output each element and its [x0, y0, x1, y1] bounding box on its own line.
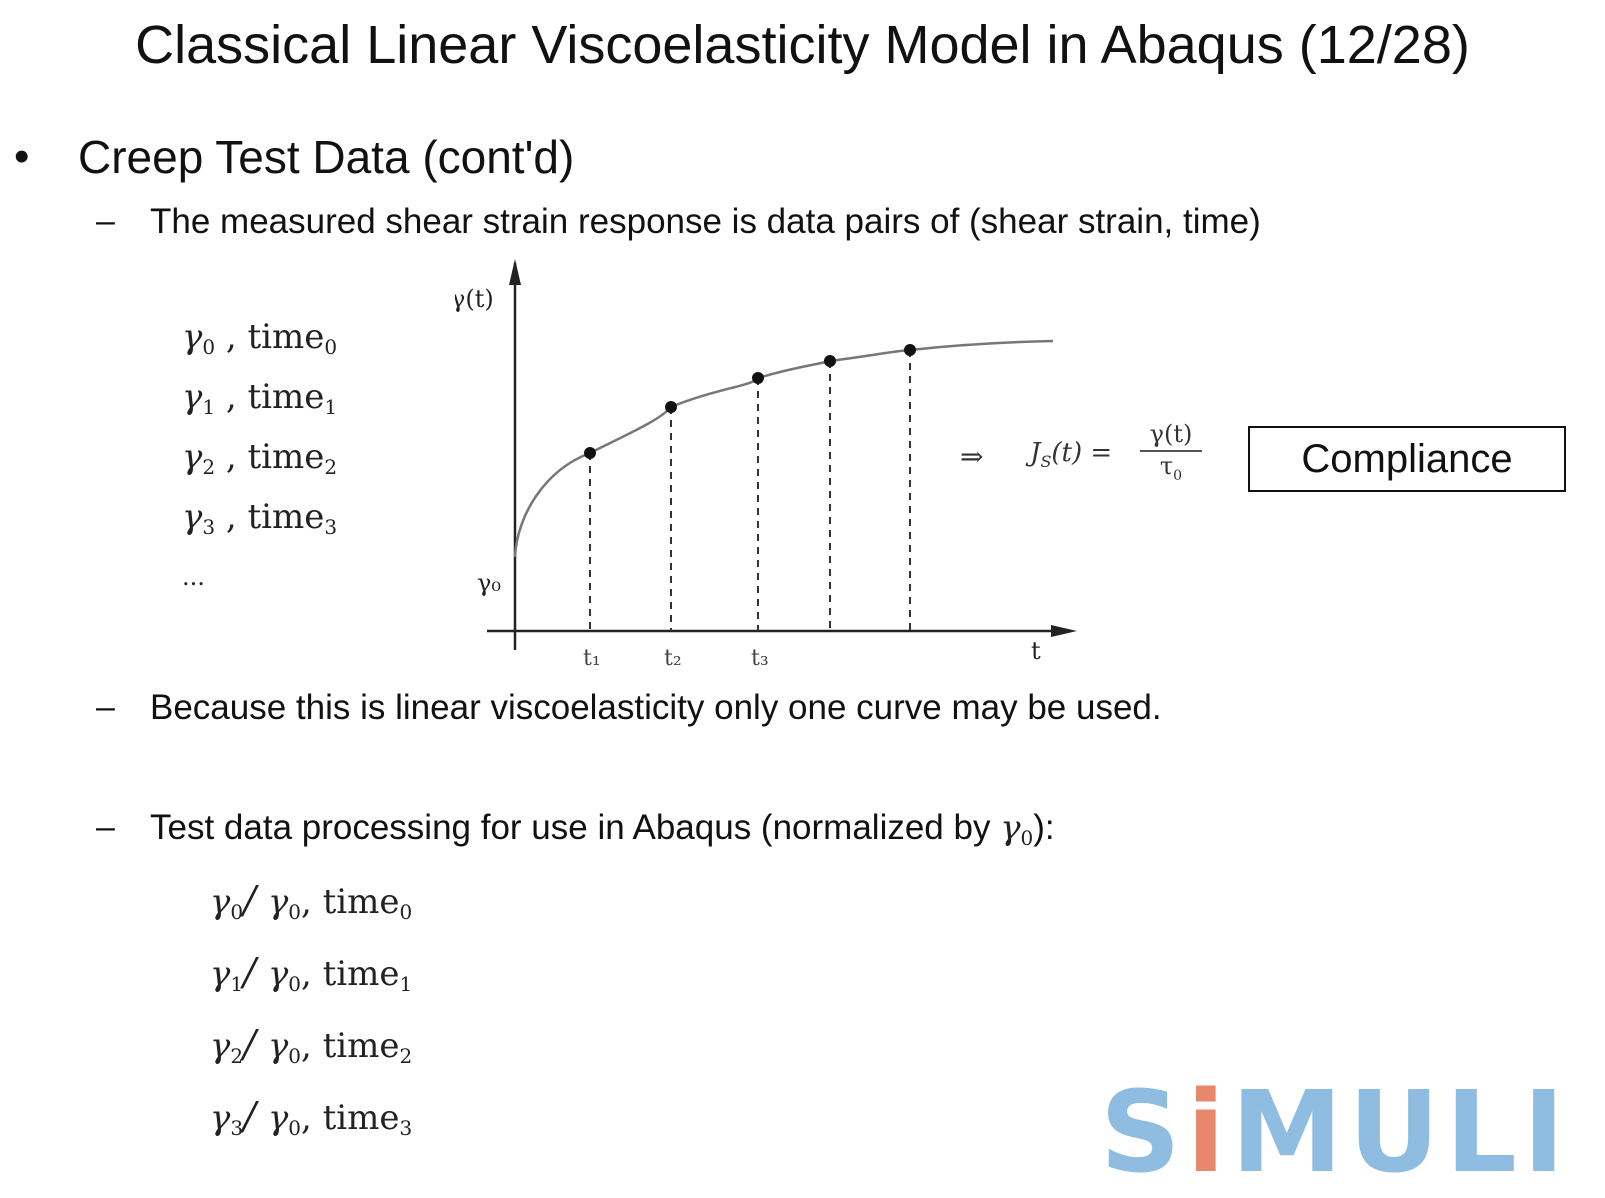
bullet-marker: • [14, 132, 30, 181]
normalized-pair: γ1/ γ0, time1 [210, 950, 413, 996]
compliance-box: Compliance [1248, 426, 1566, 492]
dash-marker: – [96, 808, 115, 846]
normalized-pair: γ3/ γ0, time3 [210, 1094, 413, 1140]
tick-label: t₁ [583, 646, 601, 671]
tick-label: t₃ [751, 646, 769, 671]
x-axis-label: t [1031, 637, 1041, 665]
data-pair: γ1 , time1 [182, 377, 338, 419]
simuli-logo: SiMULI [1100, 1068, 1571, 1198]
y-axis-label: γ(t) [455, 285, 494, 313]
x-axis-arrow-icon [1051, 625, 1077, 637]
page-title: Classical Linear Viscoelasticity Model i… [135, 15, 1470, 75]
data-point [584, 447, 596, 459]
data-point [904, 344, 916, 356]
normalized-pair: γ0/ γ0, time0 [210, 878, 413, 924]
data-pair: γ2 , time2 [182, 437, 338, 479]
data-point [752, 372, 764, 384]
formula-numerator: γ(t) [1140, 420, 1202, 452]
data-pair: γ0 , time0 [182, 317, 338, 359]
normalized-pairs-list: γ0/ γ0, time0 γ1/ γ0, time1 γ2/ γ0, time… [210, 870, 412, 1158]
formula-denominator: τ0 [1159, 452, 1183, 484]
creep-curve-figure: γ(t) γ₀ t t₁ t₂ t₃ [455, 259, 1077, 671]
data-pairs-list: γ0 , time0 γ1 , time1 γ2 , time2 γ3 , ti… [182, 312, 337, 602]
data-point [665, 401, 677, 413]
tick-label: t₂ [664, 646, 682, 671]
data-point [824, 355, 836, 367]
sub-item-measured-response: The measured shear strain response is da… [150, 202, 1261, 241]
normalized-pair: γ2/ γ0, time2 [210, 1022, 413, 1068]
dash-marker: – [96, 202, 115, 240]
sub-item-linear-viscoelasticity: Because this is linear viscoelasticity o… [150, 688, 1162, 727]
formula-lhs: JS(t) = [1030, 438, 1113, 472]
dash-marker: – [96, 688, 115, 726]
formula-fraction: γ(t) τ0 [1140, 420, 1202, 484]
sub-item-test-data-processing: Test data processing for use in Abaqus (… [150, 808, 1055, 850]
bullet-creep-test-data: Creep Test Data (cont'd) [78, 131, 575, 183]
y-axis-arrow-icon [509, 259, 521, 285]
y0-label: γ₀ [477, 569, 501, 597]
ellipsis: ... [182, 563, 205, 591]
data-pair: γ3 , time3 [182, 497, 338, 539]
implies-arrow-icon: ⇒ [960, 440, 984, 473]
